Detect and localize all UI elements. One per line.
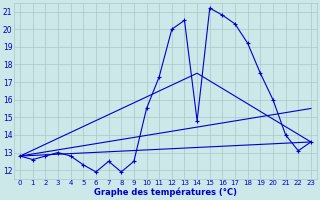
X-axis label: Graphe des températures (°C): Graphe des températures (°C) — [94, 188, 237, 197]
